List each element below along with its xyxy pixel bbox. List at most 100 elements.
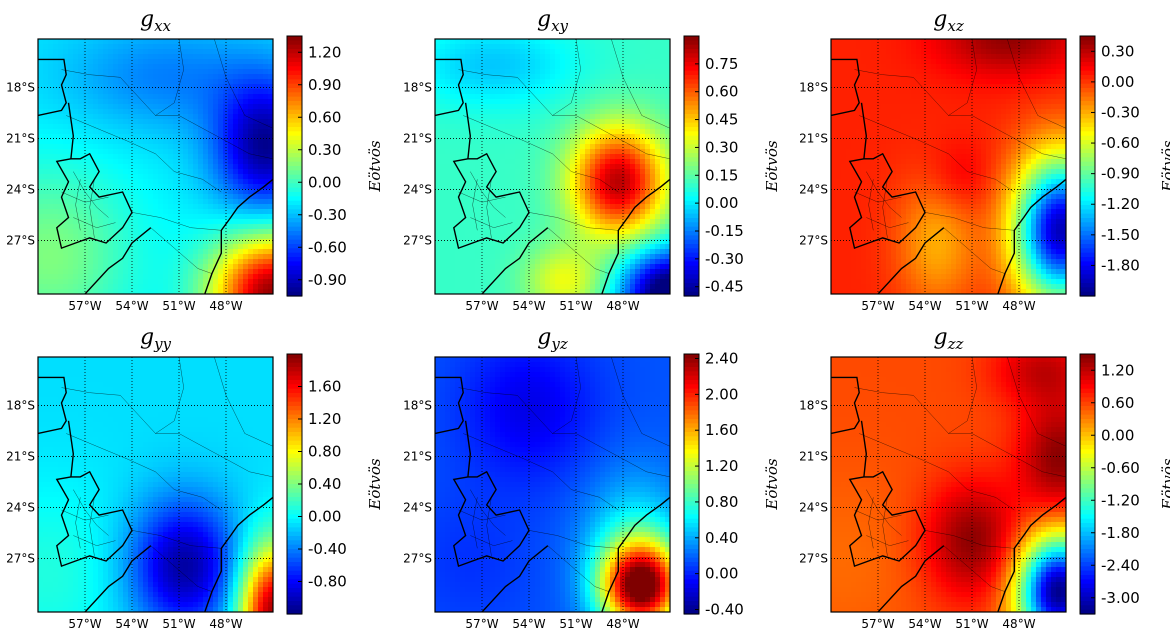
heatmap-cell: [153, 104, 159, 110]
heatmap-cell: [490, 134, 496, 140]
heatmap-cell: [440, 144, 446, 150]
heatmap-cell: [238, 134, 244, 140]
heatmap-cell: [118, 54, 124, 60]
heatmap-cell: [575, 209, 581, 215]
heatmap-cell: [198, 204, 204, 210]
heatmap-cell: [635, 54, 641, 60]
heatmap-cell: [113, 154, 119, 160]
heatmap-cell: [113, 204, 119, 210]
heatmap-cell: [93, 224, 99, 230]
heatmap-cell: [625, 124, 631, 130]
heatmap-cell: [148, 39, 154, 45]
heatmap-cell: [540, 94, 546, 100]
heatmap-cell: [475, 284, 481, 290]
heatmap-cell: [570, 259, 576, 265]
heatmap-cell: [103, 169, 109, 175]
heatmap-cell: [505, 274, 511, 280]
heatmap-cell: [535, 154, 541, 160]
heatmap-cell: [510, 134, 516, 140]
heatmap-cell: [83, 154, 89, 160]
heatmap-xy: [435, 39, 670, 294]
heatmap-cell: [103, 139, 109, 145]
heatmap-cell: [545, 184, 551, 190]
heatmap-cell: [163, 229, 169, 235]
heatmap-cell: [565, 84, 571, 90]
heatmap-cell: [213, 39, 219, 45]
heatmap-cell: [193, 74, 199, 80]
heatmap-cell: [128, 194, 134, 200]
heatmap-cell: [253, 49, 259, 55]
heatmap-cell: [625, 99, 631, 105]
heatmap-cell: [530, 174, 536, 180]
heatmap-cell: [143, 264, 149, 270]
heatmap-cell: [470, 49, 476, 55]
heatmap-cell: [505, 169, 511, 175]
heatmap-cell: [640, 159, 646, 165]
heatmap-cell: [233, 44, 239, 50]
heatmap-cell: [585, 234, 591, 240]
heatmap-cell: [490, 109, 496, 115]
heatmap-cell: [88, 224, 94, 230]
heatmap-cell: [58, 149, 64, 155]
heatmap-cell: [78, 44, 84, 50]
heatmap-cell: [635, 129, 641, 135]
heatmap-cell: [158, 149, 164, 155]
heatmap-cell: [580, 114, 586, 120]
heatmap-cell: [258, 159, 264, 165]
state-border-line: [61, 69, 156, 116]
heatmap-cell: [510, 154, 516, 160]
heatmap-cell: [173, 104, 179, 110]
colorbar-segment: [287, 161, 302, 167]
heatmap-cell: [143, 284, 149, 290]
heatmap-cell: [645, 54, 651, 60]
heatmap-cell: [595, 124, 601, 130]
heatmap-cell: [213, 229, 219, 235]
heatmap-cell: [248, 199, 254, 205]
heatmap-cell: [510, 184, 516, 190]
heatmap-cell: [248, 179, 254, 185]
heatmap-cell: [258, 114, 264, 120]
heatmap-cell: [133, 109, 139, 115]
country-border-line: [84, 227, 152, 294]
heatmap-cell: [238, 149, 244, 155]
heatmap-cell: [48, 239, 54, 245]
heatmap-cell: [83, 159, 89, 165]
heatmap-cell: [143, 129, 149, 135]
heatmap-cell: [510, 189, 516, 195]
heatmap-cell: [163, 104, 169, 110]
heatmap-cell: [600, 224, 606, 230]
heatmap-cell: [650, 119, 656, 125]
heatmap-cell: [455, 94, 461, 100]
heatmap-cell: [58, 139, 64, 145]
heatmap-cell: [168, 154, 174, 160]
heatmap-cell: [590, 269, 596, 275]
heatmap-cell: [168, 79, 174, 85]
heatmap-cell: [440, 264, 446, 270]
heatmap-cell: [500, 239, 506, 245]
heatmap-cell: [248, 239, 254, 245]
heatmap-cell: [263, 109, 269, 115]
heatmap-cell: [470, 209, 476, 215]
heatmap-cell: [445, 274, 451, 280]
heatmap-cell: [625, 194, 631, 200]
heatmap-cell: [475, 179, 481, 185]
heatmap-cell: [460, 44, 466, 50]
heatmap-cell: [193, 64, 199, 70]
heatmap-cell: [103, 94, 109, 100]
heatmap-cell: [148, 239, 154, 245]
heatmap-cell: [118, 94, 124, 100]
heatmap-cell: [118, 149, 124, 155]
heatmap-cell: [43, 94, 49, 100]
heatmap-cell: [490, 84, 496, 90]
heatmap-cell: [485, 109, 491, 115]
heatmap-cell: [580, 164, 586, 170]
heatmap-cell: [88, 189, 94, 195]
heatmap-cell: [198, 109, 204, 115]
heatmap-cell: [88, 74, 94, 80]
heatmap-cell: [480, 74, 486, 80]
heatmap-cell: [178, 109, 184, 115]
heatmap-cell: [88, 234, 94, 240]
heatmap-cell: [510, 54, 516, 60]
heatmap-cell: [470, 159, 476, 165]
heatmap-cell: [580, 214, 586, 220]
